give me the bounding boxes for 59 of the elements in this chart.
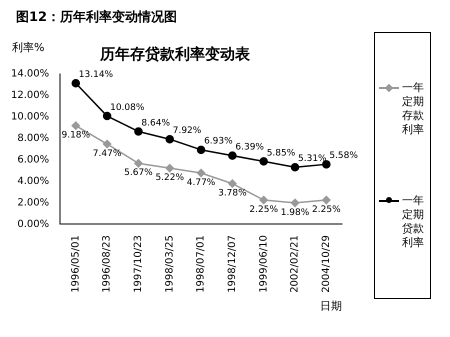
chart-subtitle: 历年存贷款利率变动表 bbox=[99, 44, 251, 63]
x-tick-label: 1999/06/10 bbox=[258, 235, 270, 293]
data-label: 1.98% bbox=[280, 208, 310, 218]
point bbox=[102, 112, 112, 120]
x-axis-title: 日期 bbox=[320, 299, 342, 312]
point bbox=[196, 168, 206, 178]
x-tick-label: 1998/03/25 bbox=[164, 235, 176, 293]
x-tick-label: 2004/10/29 bbox=[320, 235, 332, 293]
data-label: 13.14% bbox=[78, 70, 114, 80]
legend-label: 一年定期贷款利率 bbox=[402, 194, 425, 250]
x-tick-label: 1998/07/01 bbox=[196, 235, 207, 293]
x-tick-label: 1996/05/01 bbox=[70, 235, 82, 293]
data-label: 5.58% bbox=[329, 151, 358, 162]
y-tick-label: 2.00% bbox=[17, 197, 50, 208]
data-label: 7.47% bbox=[92, 148, 122, 159]
data-label: 5.31% bbox=[298, 154, 328, 164]
point bbox=[134, 127, 143, 136]
point bbox=[259, 196, 268, 204]
legend-label: 一年定期存款利率 bbox=[402, 81, 425, 138]
data-label: 5.85% bbox=[266, 148, 296, 158]
y-axis-title: 利率% bbox=[12, 40, 44, 55]
point bbox=[196, 146, 206, 154]
chart-title: 图12：历年利率变动情况图 bbox=[16, 8, 178, 26]
data-label: 5.22% bbox=[155, 173, 184, 184]
data-label: 5.67% bbox=[124, 168, 154, 178]
y-tick-label: 6.00% bbox=[17, 154, 50, 166]
data-label: 2.25% bbox=[249, 204, 278, 215]
point bbox=[259, 157, 268, 166]
x-tick-label: 1997/10/23 bbox=[133, 235, 144, 293]
y-tick-label: 10.00% bbox=[10, 112, 50, 122]
x-tick-label: 2002/02/21 bbox=[290, 235, 301, 293]
data-label: 4.77% bbox=[186, 178, 216, 188]
point bbox=[228, 179, 237, 188]
y-tick-label: 12.00% bbox=[10, 90, 50, 102]
y-tick-label: 0.00% bbox=[17, 218, 50, 230]
data-label: 8.64% bbox=[141, 118, 170, 128]
point bbox=[165, 134, 174, 144]
point bbox=[102, 140, 112, 148]
data-label: 6.93% bbox=[204, 136, 234, 147]
data-label: 9.18% bbox=[61, 130, 91, 141]
data-label: 6.39% bbox=[235, 142, 264, 152]
point bbox=[134, 159, 143, 168]
y-tick-label: 4.00% bbox=[17, 176, 50, 187]
point bbox=[322, 196, 331, 204]
point bbox=[228, 151, 237, 160]
point bbox=[322, 160, 331, 169]
point bbox=[72, 78, 80, 88]
point bbox=[290, 162, 300, 172]
data-label: 10.08% bbox=[110, 102, 145, 113]
x-tick-label: 1998/12/07 bbox=[226, 235, 238, 293]
data-label: 2.25% bbox=[312, 204, 342, 215]
data-label: 7.92% bbox=[172, 126, 202, 136]
point bbox=[165, 164, 174, 172]
x-tick-label: 1996/08/23 bbox=[102, 235, 113, 293]
point bbox=[290, 198, 300, 208]
data-label: 3.78% bbox=[218, 188, 248, 198]
y-tick-label: 8.00% bbox=[17, 132, 50, 144]
point bbox=[72, 121, 80, 130]
y-tick-label: 14.00% bbox=[10, 68, 50, 80]
